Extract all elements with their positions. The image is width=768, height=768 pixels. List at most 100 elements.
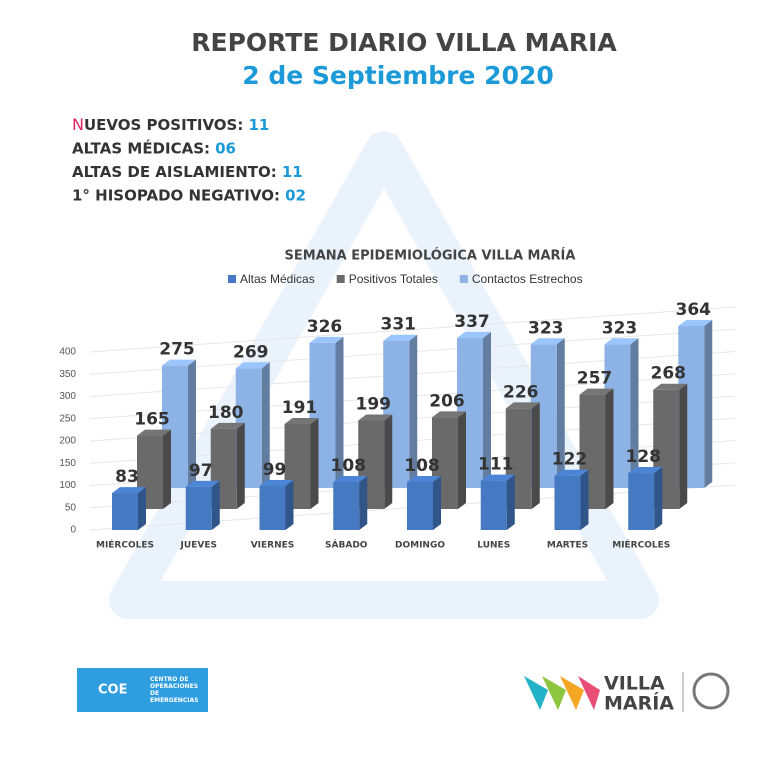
value-label: 191 [282, 398, 318, 418]
y-tick-label: 0 [70, 525, 76, 536]
y-tick-label: 200 [59, 436, 76, 447]
y-tick-label: 350 [59, 369, 76, 380]
y-tick-label: 150 [59, 458, 76, 469]
value-label: 337 [454, 312, 490, 332]
value-label: 180 [208, 403, 244, 423]
bar-top [235, 362, 270, 369]
bar-top [653, 383, 688, 390]
legend-swatch [228, 275, 236, 283]
stat-label: ALTAS MÉDICAS: [72, 138, 210, 157]
bar [185, 486, 212, 530]
bar-side [556, 338, 565, 488]
bar-side [211, 480, 220, 530]
bar-side [605, 388, 614, 509]
bar-top [678, 320, 713, 327]
value-label: 323 [528, 318, 564, 338]
bar [112, 493, 138, 530]
value-label: 268 [651, 364, 687, 384]
bar-top [210, 422, 245, 429]
legend-swatch [459, 275, 468, 283]
stat-value: 11 [248, 116, 269, 134]
coe-text-box: CENTRO DE OPERACIONES DE EMERGENCIAS [150, 676, 198, 704]
coe: COE [98, 683, 127, 698]
coe-logo [77, 668, 208, 712]
value-label: 108 [404, 456, 440, 476]
bar [259, 485, 286, 530]
x-tick-label: LUNES [477, 541, 510, 551]
bar-top [259, 479, 294, 486]
chart: 0 50 100 150 200 250 300 350 400 Altas Médicas Pos… [59, 272, 736, 551]
legend-label: Altas Médicas [240, 272, 315, 286]
bar-top [309, 336, 344, 343]
bar-top [137, 429, 171, 436]
bar-side [163, 429, 171, 509]
bar [333, 481, 360, 530]
date: 2 de Septiembre 2020 [242, 61, 554, 90]
bar-top [505, 402, 540, 409]
bar-side [506, 474, 515, 530]
brand: VILLA [604, 673, 665, 695]
x-tick-label: DOMINGO [395, 541, 445, 551]
x-tick-label: MIÉRCOLES [96, 539, 154, 551]
bar-side [310, 418, 319, 509]
bar-side [285, 479, 294, 530]
bar-side [433, 475, 441, 530]
bar-side [188, 359, 196, 488]
value-label: 364 [676, 300, 712, 320]
brand-mark [524, 676, 600, 710]
bar-top [457, 332, 491, 339]
bar-side [138, 487, 146, 530]
value-label: 199 [356, 394, 392, 414]
bar-side [483, 332, 491, 488]
x-tick-label: MIÉRCOLES [612, 539, 670, 551]
stat-label: UEVOS POSITIVOS: [84, 116, 243, 134]
bar-side [654, 467, 663, 530]
stat-initial: N [72, 115, 84, 134]
stat-value: 11 [282, 163, 303, 181]
stat-label: 1° HISOPADO NEGATIVO: [72, 186, 280, 204]
bar-side [236, 422, 245, 509]
x-tick-label: MARTES [547, 541, 588, 551]
value-label: 108 [331, 456, 367, 476]
value-label: 331 [381, 315, 417, 335]
value-label: 323 [602, 318, 638, 338]
value-label: 83 [115, 467, 139, 487]
bar-top [604, 338, 639, 345]
value-label: 128 [626, 447, 662, 467]
stat: ALTAS DE AISLAMIENTO: 11 [72, 162, 303, 181]
stat-label: ALTAS DE AISLAMIENTO: [72, 163, 277, 181]
value-label: 99 [263, 460, 287, 480]
bar-top [333, 475, 368, 482]
y-tick-label: 250 [59, 413, 76, 424]
bar-side [679, 383, 688, 509]
grid-line [89, 306, 736, 353]
legend-swatch [336, 275, 345, 283]
title: REPORTE DIARIO VILLA MARIA [191, 28, 617, 57]
brand: MARÍA [604, 692, 674, 715]
value-label: 111 [478, 455, 514, 475]
bar-side [409, 334, 418, 488]
bar-top [530, 338, 565, 345]
bar-side [384, 414, 393, 509]
stat: 1° HISOPADO NEGATIVO: 02 [72, 185, 306, 204]
value-label: 269 [233, 342, 269, 362]
stat: ALTAS MÉDICAS: 06 [72, 138, 236, 157]
x-tick-label: VIERNES [251, 541, 295, 551]
seal [692, 672, 730, 710]
stat-value: 06 [215, 139, 236, 157]
y-tick-label: 300 [59, 391, 76, 402]
bar [628, 473, 655, 530]
bar-side [580, 469, 589, 530]
bar-top [383, 334, 418, 341]
bar-side [458, 411, 466, 509]
bar [554, 475, 581, 530]
bar [480, 480, 507, 530]
chart-title: SEMANA EPIDEMIOLÓGICA VILLA MARÍA [285, 248, 576, 264]
value-label: 206 [429, 391, 465, 411]
value-label: 97 [189, 461, 213, 481]
value-label: 275 [159, 340, 195, 360]
bar [407, 481, 433, 530]
bar-side [261, 362, 270, 488]
bar-top [628, 467, 663, 474]
